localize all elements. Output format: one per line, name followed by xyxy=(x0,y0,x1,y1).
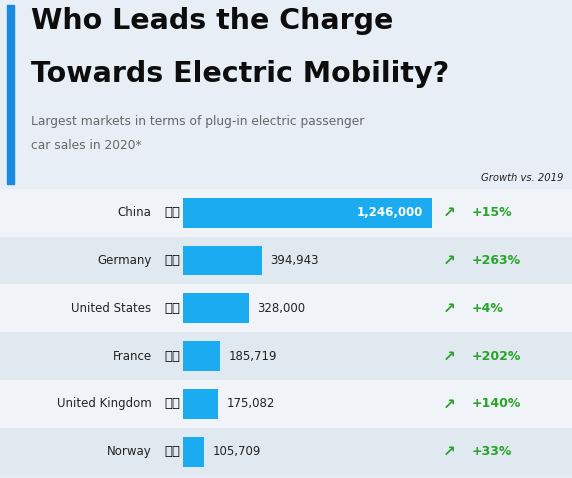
Text: Germany: Germany xyxy=(97,254,152,267)
Text: ↗: ↗ xyxy=(443,253,456,268)
Text: China: China xyxy=(118,206,152,219)
Text: 105,709: 105,709 xyxy=(213,445,261,458)
Text: +15%: +15% xyxy=(472,206,513,219)
Text: United States: United States xyxy=(72,302,152,315)
Text: ↗: ↗ xyxy=(443,301,456,316)
Text: 394,943: 394,943 xyxy=(271,254,319,267)
Bar xyxy=(0,237,572,284)
Text: 🇩🇪: 🇩🇪 xyxy=(164,254,180,267)
Text: +202%: +202% xyxy=(472,349,521,363)
Bar xyxy=(183,246,262,275)
Text: 328,000: 328,000 xyxy=(257,302,305,315)
Text: ↗: ↗ xyxy=(443,396,456,412)
Text: 🇺🇸: 🇺🇸 xyxy=(164,302,180,315)
Text: 185,719: 185,719 xyxy=(229,349,277,363)
Text: Largest markets in terms of plug-in electric passenger: Largest markets in terms of plug-in elec… xyxy=(31,115,365,128)
Text: +4%: +4% xyxy=(472,302,504,315)
Bar xyxy=(183,437,204,467)
Text: car sales in 2020*: car sales in 2020* xyxy=(31,139,142,152)
Text: ↗: ↗ xyxy=(443,348,456,364)
Text: Norway: Norway xyxy=(107,445,152,458)
Text: Growth vs. 2019: Growth vs. 2019 xyxy=(481,173,563,183)
Text: 🇫🇷: 🇫🇷 xyxy=(164,349,180,363)
Bar xyxy=(0,380,572,428)
Text: Who Leads the Charge: Who Leads the Charge xyxy=(31,7,394,35)
Text: ↗: ↗ xyxy=(443,205,456,220)
Bar xyxy=(0,428,572,476)
Bar xyxy=(183,198,432,228)
Text: +33%: +33% xyxy=(472,445,513,458)
Text: France: France xyxy=(113,349,152,363)
Text: United Kingdom: United Kingdom xyxy=(57,397,152,411)
Bar xyxy=(183,389,218,419)
Text: +263%: +263% xyxy=(472,254,521,267)
Bar xyxy=(0,332,572,380)
Text: 🇳🇴: 🇳🇴 xyxy=(164,445,180,458)
Bar xyxy=(7,5,14,184)
Bar xyxy=(0,284,572,332)
Text: 🇬🇧: 🇬🇧 xyxy=(164,397,180,411)
Text: ↗: ↗ xyxy=(443,444,456,459)
Bar xyxy=(0,189,572,237)
Text: 🇨🇳: 🇨🇳 xyxy=(164,206,180,219)
Text: 175,082: 175,082 xyxy=(227,397,275,411)
Text: +140%: +140% xyxy=(472,397,521,411)
Bar xyxy=(183,341,220,371)
Bar xyxy=(183,293,249,323)
Text: 1,246,000: 1,246,000 xyxy=(357,206,423,219)
Text: Towards Electric Mobility?: Towards Electric Mobility? xyxy=(31,60,450,88)
